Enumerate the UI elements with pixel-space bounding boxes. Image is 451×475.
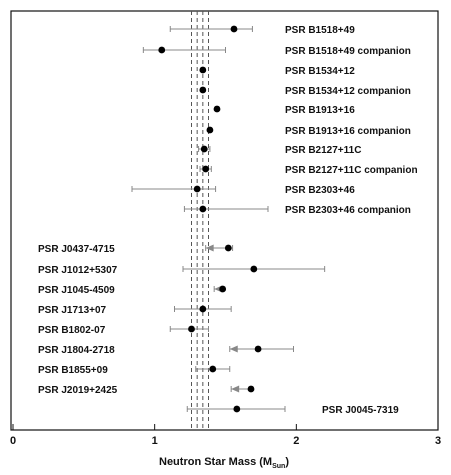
data-point-group bbox=[198, 145, 211, 153]
point-label: PSR B1534+12 companion bbox=[285, 86, 411, 97]
data-point bbox=[206, 126, 214, 134]
data-point-group bbox=[206, 126, 214, 134]
data-point-group bbox=[195, 365, 231, 373]
data-point bbox=[188, 325, 195, 333]
data-point bbox=[200, 145, 208, 153]
data-point-group bbox=[183, 205, 269, 213]
point-label: PSR J1804-2718 bbox=[38, 345, 115, 356]
data-point-group bbox=[199, 86, 207, 94]
data-point bbox=[213, 105, 221, 113]
limit-arrow-icon bbox=[231, 385, 240, 393]
point-label: PSR B1802-07 bbox=[38, 325, 106, 336]
data-point bbox=[199, 205, 207, 213]
data-point bbox=[199, 66, 207, 74]
data-point-group bbox=[174, 305, 232, 313]
data-point-group bbox=[169, 25, 253, 33]
data-point bbox=[209, 365, 217, 373]
point-label: PSR J0045-7319 bbox=[322, 405, 399, 416]
data-point-group bbox=[131, 185, 217, 193]
data-point-group bbox=[230, 385, 255, 393]
data-point bbox=[250, 265, 258, 273]
data-point-group bbox=[213, 105, 221, 113]
data-point-group bbox=[186, 405, 286, 413]
data-point-group bbox=[229, 345, 294, 353]
limit-arrow-icon bbox=[229, 345, 238, 353]
limit-arrow-icon bbox=[205, 244, 214, 252]
data-point bbox=[199, 305, 207, 313]
x-tick-label: 0 bbox=[10, 435, 16, 447]
data-point bbox=[230, 25, 238, 33]
data-point bbox=[247, 385, 255, 393]
reference-lines bbox=[191, 11, 209, 430]
data-point bbox=[219, 285, 227, 293]
point-label: PSR B1913+16 companion bbox=[285, 126, 411, 137]
point-label: PSR B1913+16 bbox=[285, 105, 355, 116]
data-point-group bbox=[213, 285, 227, 293]
data-point bbox=[233, 405, 241, 413]
pulsar-labels: PSR B1518+49 PSR B1518+49 companion PSR B1… bbox=[38, 25, 418, 416]
data-point bbox=[158, 46, 166, 54]
x-axis: 0 1 2 3 bbox=[10, 424, 441, 447]
point-label: PSR J1045-4509 bbox=[38, 285, 115, 296]
point-label: PSR B1518+49 bbox=[285, 25, 355, 36]
point-label: PSR B1855+09 bbox=[38, 365, 108, 376]
point-label: PSR B2303+46 companion bbox=[285, 205, 411, 216]
data-point-group bbox=[199, 66, 207, 74]
data-point bbox=[224, 244, 232, 252]
data-point bbox=[199, 86, 207, 94]
data-point bbox=[202, 165, 210, 173]
data-point-group bbox=[205, 244, 234, 252]
x-tick-label: 2 bbox=[293, 435, 299, 447]
plot-frame bbox=[10, 10, 439, 431]
point-label: PSR B2127+11C bbox=[285, 145, 361, 156]
x-tick-label: 1 bbox=[152, 435, 158, 447]
point-label: PSR B2303+46 bbox=[285, 185, 355, 196]
x-tick-label: 3 bbox=[435, 435, 441, 447]
data-point-group bbox=[142, 46, 226, 54]
point-label: PSR J1012+5307 bbox=[38, 265, 118, 276]
point-label: PSR B2127+11C companion bbox=[285, 165, 418, 176]
data-point-group bbox=[169, 325, 209, 333]
data-points bbox=[131, 25, 326, 413]
point-label: PSR J2019+2425 bbox=[38, 385, 118, 396]
data-point bbox=[193, 185, 201, 193]
data-point bbox=[254, 345, 262, 353]
data-point-group bbox=[182, 265, 326, 273]
point-label: PSR B1518+49 companion bbox=[285, 46, 411, 57]
point-label: PSR J0437-4715 bbox=[38, 244, 115, 255]
data-point-group bbox=[199, 165, 212, 173]
point-label: PSR J1713+07 bbox=[38, 305, 107, 316]
x-axis-title: Neutron Star Mass (MSun) bbox=[159, 456, 289, 470]
point-label: PSR B1534+12 bbox=[285, 66, 355, 77]
